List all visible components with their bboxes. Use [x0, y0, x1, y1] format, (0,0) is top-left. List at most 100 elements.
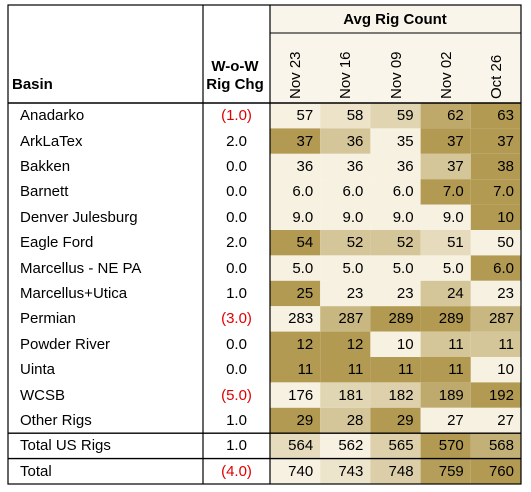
heat-cell: [270, 280, 321, 307]
wow-change: 1.0: [226, 284, 247, 302]
heat-cell: [470, 280, 521, 307]
heat-cell: [320, 331, 371, 357]
rig-count-value: 37: [447, 157, 464, 175]
rig-count-value: 9.0: [342, 208, 364, 226]
heat-cell: [320, 306, 371, 332]
rig-count-value: 9.0: [392, 208, 414, 226]
heat-cell: [420, 357, 471, 383]
heat-cell: [270, 255, 321, 281]
wow-change: (4.0): [221, 462, 252, 480]
rig-count-value: 10: [497, 208, 514, 226]
wow-change: (5.0): [221, 386, 252, 404]
heat-cell: [370, 331, 421, 357]
heat-cell: [320, 382, 371, 408]
heat-cell: [470, 103, 521, 129]
rig-count-value: 287: [338, 310, 364, 328]
rig-count-value: 7.0: [442, 183, 464, 201]
heat-cell: [370, 407, 421, 434]
heat-cell: [470, 179, 521, 205]
heat-cell: [420, 331, 471, 357]
wow-change: 0.0: [226, 183, 247, 201]
basin-name: Permian: [20, 310, 76, 328]
rig-count-value: 192: [488, 386, 514, 404]
rig-count-value: 5.0: [292, 259, 314, 277]
rig-count-value: 62: [447, 107, 464, 125]
heat-cell: [420, 280, 471, 307]
rig-count-value: 36: [396, 157, 414, 175]
rig-count-value: 759: [438, 462, 464, 480]
week-header: Nov 09: [387, 51, 405, 99]
rig-count-value: 6.0: [342, 183, 364, 201]
heat-cell: [370, 230, 421, 256]
rig-count-value: 23: [396, 284, 414, 302]
heat-cell: [320, 407, 371, 434]
heat-cell: [370, 280, 421, 307]
rig-count-value: 11: [347, 361, 364, 379]
week-header: Nov 23: [287, 51, 305, 99]
heat-cell: [270, 128, 321, 154]
rig-count-value: 10: [396, 335, 414, 353]
heat-cell: [420, 382, 471, 408]
heat-cell: [370, 103, 421, 129]
wow-change: 2.0: [226, 132, 247, 150]
heat-cell: [270, 331, 321, 357]
basin-header: Basin: [12, 76, 53, 93]
rig-count-value: 50: [497, 234, 514, 252]
rig-count-value: 5.0: [342, 259, 364, 277]
rig-count-value: 564: [288, 437, 314, 455]
basin-name: Barnett: [20, 183, 69, 201]
rig-count-value: 289: [438, 310, 464, 328]
basin-name: Uinta: [20, 361, 56, 379]
rig-count-value: 23: [497, 284, 514, 302]
rig-count-value: 570: [438, 437, 464, 455]
heat-cell: [370, 153, 421, 180]
heat-cell: [320, 179, 371, 205]
rig-count-value: 6.0: [292, 183, 314, 201]
heat-cell: [270, 153, 321, 180]
rig-count-value: 51: [447, 234, 464, 252]
basin-name: ArkLaTex: [20, 132, 83, 150]
rig-count-value: 28: [346, 411, 364, 429]
rig-count-value: 12: [296, 335, 314, 353]
rig-count-value: 27: [447, 411, 464, 429]
rig-count-value: 29: [396, 411, 414, 429]
heat-cell: [270, 103, 321, 129]
heat-cell: [420, 204, 471, 230]
rig-count-value: 11: [448, 361, 464, 379]
basin-name: Marcellus - NE PA: [20, 259, 142, 277]
rig-count-value: 6.0: [493, 259, 514, 277]
wow-change: 0.0: [226, 259, 247, 277]
basin-name: Other Rigs: [20, 411, 92, 429]
basin-name: Powder River: [20, 335, 111, 353]
heat-cell: [420, 458, 471, 484]
wow-change: 0.0: [226, 208, 247, 226]
rig-count-value: 5.0: [392, 259, 414, 277]
heat-cell: [420, 103, 471, 129]
wow-change: 2.0: [226, 234, 247, 252]
rig-count-value: 562: [338, 437, 364, 455]
rig-count-value: 5.0: [442, 259, 464, 277]
heat-cell: [470, 458, 521, 484]
rig-count-value: 52: [396, 234, 414, 252]
heat-cell: [470, 153, 521, 180]
rig-count-value: 748: [388, 462, 414, 480]
heat-cell: [270, 179, 321, 205]
rig-count-value: 12: [346, 335, 364, 353]
heat-cell: [370, 204, 421, 230]
heat-cell: [370, 179, 421, 205]
rig-count-value: 29: [296, 411, 314, 429]
rig-count-value: 11: [297, 361, 314, 379]
wow-header-line1: W-o-W: [211, 58, 259, 75]
basin-name: Marcellus+Utica: [20, 284, 128, 302]
week-header: Oct 26: [487, 54, 505, 99]
heat-cell: [470, 331, 521, 357]
rig-count-value: 63: [497, 107, 514, 125]
heat-cell: [320, 103, 371, 129]
heat-cell: [320, 458, 371, 484]
heat-cell: [370, 128, 421, 154]
rig-count-value: 11: [498, 335, 514, 353]
rig-count-value: 27: [497, 411, 514, 429]
week-header: Nov 16: [337, 51, 355, 99]
rig-count-value: 58: [346, 107, 364, 125]
